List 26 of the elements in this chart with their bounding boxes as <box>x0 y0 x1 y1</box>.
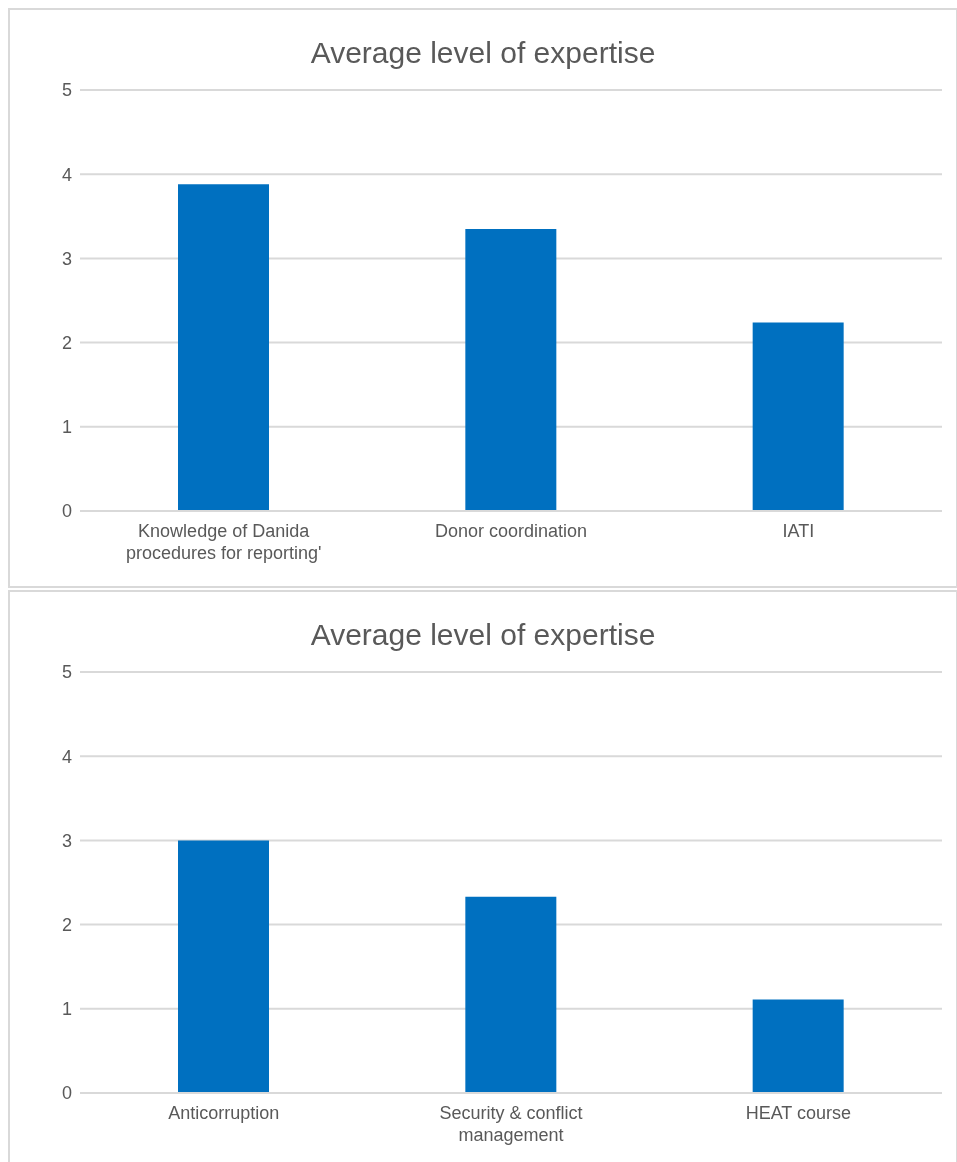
y-tick-label: 1 <box>61 999 72 1020</box>
x-tick-label: Knowledge of Danida procedures for reporting' <box>125 521 322 563</box>
bar <box>465 228 557 511</box>
bar <box>752 322 844 511</box>
y-tick-label: 2 <box>61 914 72 935</box>
y-tick-label: 3 <box>61 830 72 851</box>
x-tick-label: IATI <box>782 521 815 541</box>
x-tick-label: Anticorruption <box>168 1103 280 1123</box>
x-tick-label: Security & conflict management <box>439 1103 583 1145</box>
x-tick-label: HEAT course <box>745 1103 852 1123</box>
y-tick-label: 4 <box>61 746 72 767</box>
bar <box>465 896 557 1093</box>
chart-title: Average level of expertise <box>309 618 657 653</box>
x-tick-label: Donor coordination <box>434 521 588 541</box>
y-tick-label: 5 <box>61 662 72 683</box>
y-tick-label: 0 <box>61 1083 72 1104</box>
y-tick-label: 4 <box>61 164 72 185</box>
y-tick-label: 1 <box>61 417 72 438</box>
bar <box>752 999 844 1093</box>
bar <box>178 840 269 1093</box>
y-tick-label: 2 <box>61 332 72 353</box>
y-tick-label: 0 <box>61 501 72 522</box>
chart-title: Average level of expertise <box>309 36 657 71</box>
y-tick-label: 3 <box>61 248 72 269</box>
bar <box>178 184 269 511</box>
y-tick-label: 5 <box>61 80 72 101</box>
